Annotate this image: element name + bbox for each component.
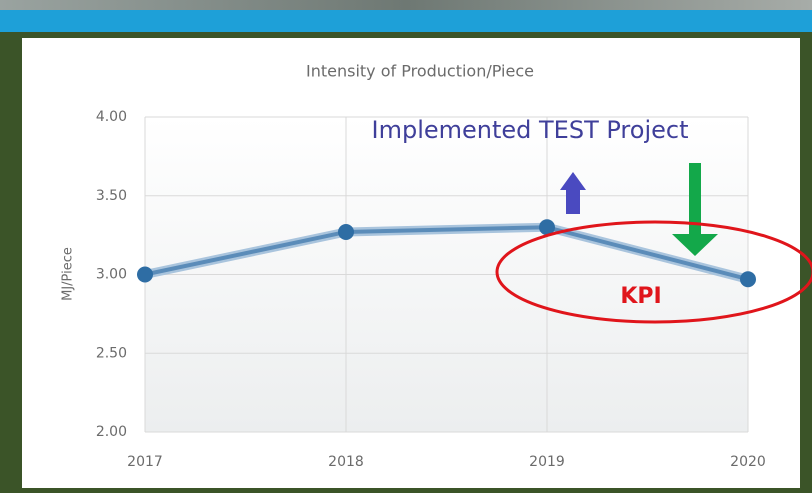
y-axis-label: MJ/Piece bbox=[61, 247, 76, 301]
chart: Intensity of Production/Piece MJ/Piece 2… bbox=[0, 0, 812, 493]
x-tick-label: 2017 bbox=[127, 454, 163, 470]
x-tick-label: 2019 bbox=[529, 454, 565, 470]
y-tick-label: 4.00 bbox=[96, 109, 127, 125]
annotation: Implemented TEST Project bbox=[372, 116, 689, 144]
page: Intensity of Production/Piece MJ/Piece 2… bbox=[0, 0, 812, 493]
y-tick-label: 2.00 bbox=[96, 424, 127, 440]
annotation: KPI bbox=[620, 284, 661, 309]
y-tick-label: 2.50 bbox=[96, 345, 127, 361]
x-tick-label: 2018 bbox=[328, 454, 364, 470]
y-tick-label: 3.00 bbox=[96, 267, 127, 283]
marker bbox=[338, 224, 354, 240]
marker bbox=[740, 271, 756, 287]
marker bbox=[137, 267, 153, 283]
header-bar bbox=[0, 10, 812, 32]
chart-title: Intensity of Production/Piece bbox=[306, 62, 534, 81]
x-tick-label: 2020 bbox=[730, 454, 766, 470]
y-tick-label: 3.50 bbox=[96, 188, 127, 204]
